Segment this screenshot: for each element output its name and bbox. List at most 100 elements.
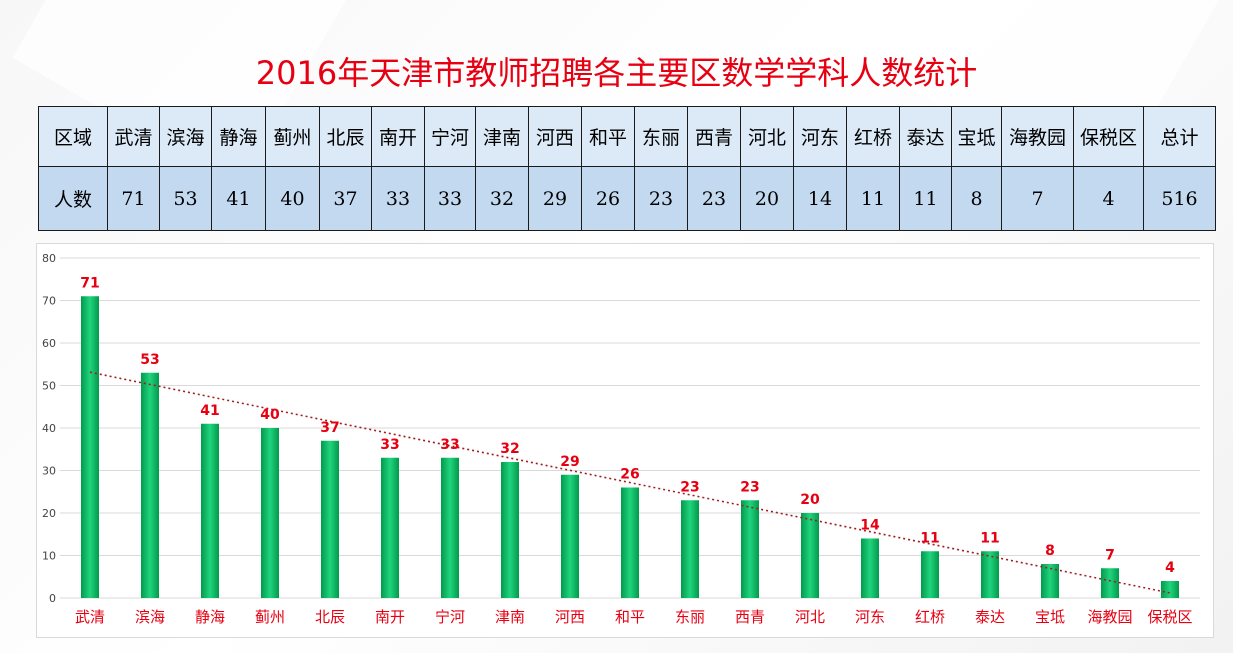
bar xyxy=(261,428,279,598)
category-label: 滨海 xyxy=(135,608,165,626)
bar xyxy=(321,440,339,598)
y-tick-label: 30 xyxy=(42,465,56,478)
bar xyxy=(1101,568,1119,598)
data-label: 11 xyxy=(920,530,939,546)
table-value-cell: 33 xyxy=(371,166,425,231)
table-value-cell: 14 xyxy=(793,166,847,231)
table-value-cell: 4 xyxy=(1073,166,1144,231)
table-header-cell: 红桥 xyxy=(846,106,900,167)
table-value-cell: 33 xyxy=(424,166,476,231)
chart-panel: 0 10 20 30 40 50 60 70 80 71 武清 53 滨海 41 静海 40 蓟州 37 北辰 33… xyxy=(36,243,1214,638)
bar xyxy=(201,423,219,598)
table-value-cell: 20 xyxy=(740,166,794,231)
data-label: 32 xyxy=(500,441,519,457)
category-label: 河西 xyxy=(555,608,585,626)
data-label: 8 xyxy=(1045,543,1055,559)
total-label: 总计 xyxy=(1143,106,1216,167)
table-value-cell: 26 xyxy=(581,166,635,231)
category-label: 河东 xyxy=(855,608,885,626)
category-label: 和平 xyxy=(615,608,645,626)
bar xyxy=(501,462,519,598)
category-label: 津南 xyxy=(495,608,525,626)
table-value-cell: 71 xyxy=(107,166,160,231)
table-value-cell: 11 xyxy=(899,166,952,231)
table-value-cell: 7 xyxy=(1001,166,1074,231)
y-tick-label: 60 xyxy=(42,337,56,350)
data-label: 71 xyxy=(80,275,99,291)
table-value-cell: 37 xyxy=(319,166,372,231)
table-header-cell: 泰达 xyxy=(899,106,952,167)
category-label: 南开 xyxy=(375,608,405,626)
data-label: 7 xyxy=(1105,547,1115,563)
bar xyxy=(381,457,399,598)
bar xyxy=(1041,564,1059,598)
table-value-row: 人数 71 53 41 40 37 33 33 32 29 26 23 23 20 14 11 11 8 7 4 51… xyxy=(38,166,1216,231)
table-value-cell: 32 xyxy=(475,166,529,231)
category-label: 西青 xyxy=(735,608,765,626)
bar xyxy=(681,500,699,598)
y-tick-label: 50 xyxy=(42,380,56,393)
table-header-cell: 武清 xyxy=(107,106,160,167)
bar xyxy=(921,551,939,598)
data-label: 29 xyxy=(560,454,579,470)
data-label: 14 xyxy=(860,518,880,534)
table-value-cell: 40 xyxy=(265,166,320,231)
category-label: 保税区 xyxy=(1147,608,1192,626)
table-header-cell: 河北 xyxy=(740,106,794,167)
table-header-cell: 河东 xyxy=(793,106,847,167)
data-label: 40 xyxy=(260,407,280,423)
category-label: 河北 xyxy=(795,608,825,626)
row-label-region: 区域 xyxy=(38,106,108,167)
bar xyxy=(81,296,99,598)
trendline xyxy=(89,371,1171,594)
table-header-cell: 滨海 xyxy=(159,106,212,167)
data-label: 37 xyxy=(320,420,339,436)
data-label: 23 xyxy=(680,479,699,495)
category-label: 宁河 xyxy=(435,608,465,626)
bar xyxy=(861,538,879,598)
table-header-cell: 宝坻 xyxy=(951,106,1002,167)
y-tick-label: 0 xyxy=(49,592,56,605)
category-label: 蓟州 xyxy=(255,608,285,626)
table-header-row: 区域 武清 滨海 静海 蓟州 北辰 南开 宁河 津南 河西 和平 东丽 西青 河北 河东 红桥 泰达 宝坻 海教园… xyxy=(38,106,1216,167)
y-tick-label: 80 xyxy=(42,252,56,265)
table-header-cell: 海教园 xyxy=(1001,106,1074,167)
table-value-cell: 29 xyxy=(528,166,582,231)
category-label: 海教园 xyxy=(1087,608,1132,626)
bar xyxy=(981,551,999,598)
table-header-cell: 西青 xyxy=(687,106,741,167)
y-tick-label: 20 xyxy=(42,507,56,520)
data-label: 33 xyxy=(440,437,459,453)
bar xyxy=(561,474,579,598)
table-value-cell: 53 xyxy=(159,166,212,231)
category-label: 静海 xyxy=(195,608,225,626)
data-label: 20 xyxy=(800,492,820,508)
category-label: 东丽 xyxy=(675,608,705,626)
row-label-count: 人数 xyxy=(38,166,108,231)
category-label: 红桥 xyxy=(915,608,945,626)
table-header-cell: 河西 xyxy=(528,106,582,167)
page-title: 2016年天津市教师招聘各主要区数学学科人数统计 xyxy=(255,54,978,92)
table-value-cell: 8 xyxy=(951,166,1002,231)
data-label: 33 xyxy=(380,437,399,453)
table-header-cell: 津南 xyxy=(475,106,529,167)
bar xyxy=(141,372,159,598)
table-header-cell: 北辰 xyxy=(319,106,372,167)
total-value: 516 xyxy=(1143,166,1216,231)
data-label: 23 xyxy=(740,479,759,495)
y-tick-label: 70 xyxy=(42,295,56,308)
bar xyxy=(621,487,639,598)
table-header-cell: 宁河 xyxy=(424,106,476,167)
table-header-cell: 南开 xyxy=(371,106,425,167)
y-tick-label: 40 xyxy=(42,422,56,435)
table-header-cell: 保税区 xyxy=(1073,106,1144,167)
table-value-cell: 23 xyxy=(634,166,688,231)
category-label: 宝坻 xyxy=(1035,608,1065,626)
table-header-cell: 东丽 xyxy=(634,106,688,167)
data-label: 26 xyxy=(620,467,639,483)
category-label: 泰达 xyxy=(975,608,1005,626)
bar xyxy=(1161,581,1179,598)
data-label: 53 xyxy=(140,352,159,368)
stats-table: 区域 武清 滨海 静海 蓟州 北辰 南开 宁河 津南 河西 和平 东丽 西青 河北 河东 红桥 泰达 宝坻 海教园… xyxy=(38,106,1216,231)
bar-chart: 0 10 20 30 40 50 60 70 80 71 武清 53 滨海 41 静海 40 蓟州 37 北辰 33… xyxy=(42,252,1200,626)
